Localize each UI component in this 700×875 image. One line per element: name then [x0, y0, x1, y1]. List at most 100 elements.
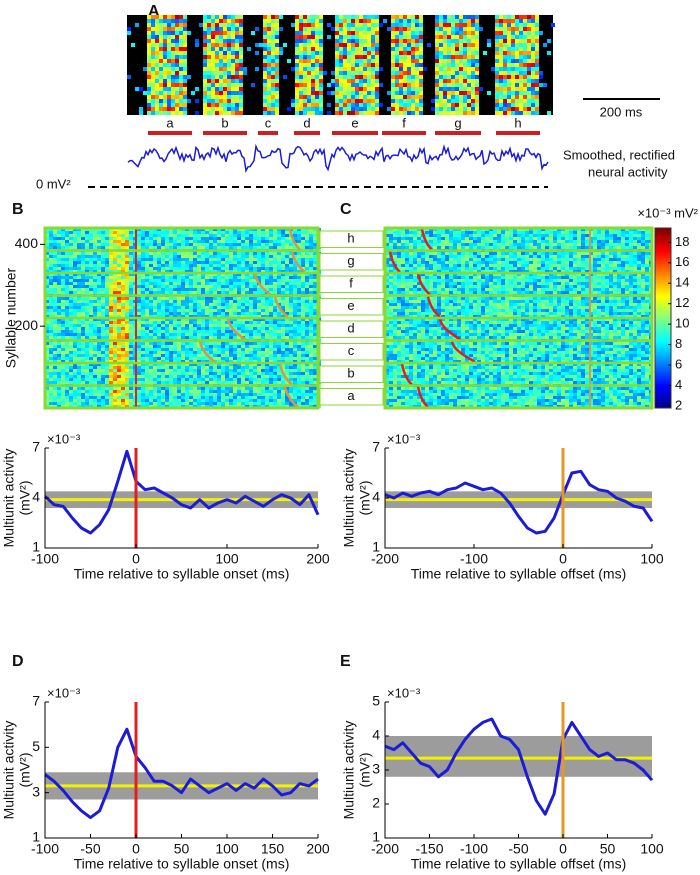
raster-cell — [245, 231, 249, 234]
raster-cell — [57, 390, 61, 393]
spectrogram-cell — [303, 91, 307, 95]
raster-cell — [245, 318, 249, 321]
spectrogram-cell — [147, 35, 151, 39]
raster-cell — [89, 240, 93, 243]
spectrogram-cell — [459, 23, 463, 27]
spectrogram-cell — [467, 99, 471, 103]
raster-cell — [121, 327, 125, 330]
spectrogram-cell — [311, 107, 315, 111]
spectrogram-cell — [467, 51, 471, 55]
raster-cell — [57, 318, 61, 321]
spectrogram-cell — [227, 103, 231, 107]
spectrogram-cell — [315, 111, 319, 115]
raster-cell — [53, 375, 57, 378]
raster-cell — [85, 300, 89, 303]
spectrogram-cell — [395, 47, 399, 51]
raster-cell — [209, 399, 213, 402]
spectrogram-cell — [471, 63, 475, 67]
spectrogram-cell — [363, 83, 367, 87]
raster-cell — [57, 231, 61, 234]
raster-cell — [77, 273, 81, 276]
raster-cell — [77, 315, 81, 318]
spectrogram-cell — [339, 71, 343, 75]
raster-cell — [233, 378, 237, 381]
raster-cell — [113, 303, 117, 306]
raster-cell — [189, 309, 193, 312]
raster-cell — [173, 309, 177, 312]
raster-cell — [97, 288, 101, 291]
spectrogram-cell — [495, 19, 499, 23]
raster-cell — [161, 390, 165, 393]
raster-cell — [209, 369, 213, 372]
spectrogram-cell — [507, 91, 511, 95]
raster-cell — [53, 270, 57, 273]
raster-cell — [157, 342, 161, 345]
raster-cell — [45, 318, 49, 321]
raster-cell — [213, 315, 217, 318]
spectrogram-cell — [271, 91, 275, 95]
spectrogram-cell — [475, 71, 479, 75]
raster-cell — [101, 291, 105, 294]
spectrogram-cell — [231, 83, 235, 87]
spectrogram-cell — [235, 103, 239, 107]
spectrogram-cell — [527, 111, 531, 115]
raster-cell — [201, 270, 205, 273]
spectrogram-cell — [391, 79, 395, 83]
raster-cell — [233, 282, 237, 285]
raster-cell — [161, 240, 165, 243]
raster-cell — [177, 348, 181, 351]
spectrogram-cell — [347, 95, 351, 99]
raster-cell — [85, 270, 89, 273]
spectrogram-cell — [343, 111, 347, 115]
spectrogram-cell — [227, 87, 231, 91]
raster-cell — [109, 342, 113, 345]
raster-cell — [145, 321, 149, 324]
spectrogram-cell — [275, 31, 279, 35]
spectrogram-cell — [191, 91, 195, 95]
raster-cell — [49, 363, 53, 366]
raster-cell — [97, 315, 101, 318]
spectrogram-cell — [183, 39, 187, 43]
raster-cell — [97, 375, 101, 378]
raster-cell — [121, 252, 125, 255]
spectrogram-cell — [167, 19, 171, 23]
raster-cell — [173, 351, 177, 354]
raster-cell — [145, 255, 149, 258]
raster-cell — [161, 315, 165, 318]
spectrogram-cell — [351, 95, 355, 99]
raster-cell — [73, 318, 77, 321]
raster-cell — [61, 246, 65, 249]
spectrogram-cell — [203, 107, 207, 111]
spectrogram-cell — [159, 111, 163, 115]
raster-cell — [193, 306, 197, 309]
raster-cell — [45, 354, 49, 357]
raster-cell — [149, 327, 153, 330]
raster-cell — [77, 291, 81, 294]
raster-cell — [145, 342, 149, 345]
raster-cell — [77, 336, 81, 339]
raster-cell — [165, 309, 169, 312]
spectrogram-cell — [307, 39, 311, 43]
spectrogram-cell — [203, 71, 207, 75]
raster-cell — [217, 291, 221, 294]
spectrogram-cell — [263, 87, 267, 91]
raster-cell — [61, 336, 65, 339]
raster-cell — [229, 282, 233, 285]
raster-cell — [105, 321, 109, 324]
spectrogram-cell — [459, 47, 463, 51]
spectrogram-cell — [403, 23, 407, 27]
raster-cell — [209, 300, 213, 303]
spectrogram-cell — [439, 87, 443, 91]
raster-cell — [185, 264, 189, 267]
raster-cell — [73, 333, 77, 336]
raster-cell — [205, 381, 209, 384]
raster-cell — [81, 255, 85, 258]
spectrogram-cell — [363, 71, 367, 75]
raster-cell — [169, 396, 173, 399]
raster-cell — [233, 372, 237, 375]
spectrogram-cell — [227, 71, 231, 75]
spectrogram-cell — [335, 71, 339, 75]
raster-cell — [169, 390, 173, 393]
raster-cell — [141, 324, 145, 327]
raster-cell — [97, 303, 101, 306]
